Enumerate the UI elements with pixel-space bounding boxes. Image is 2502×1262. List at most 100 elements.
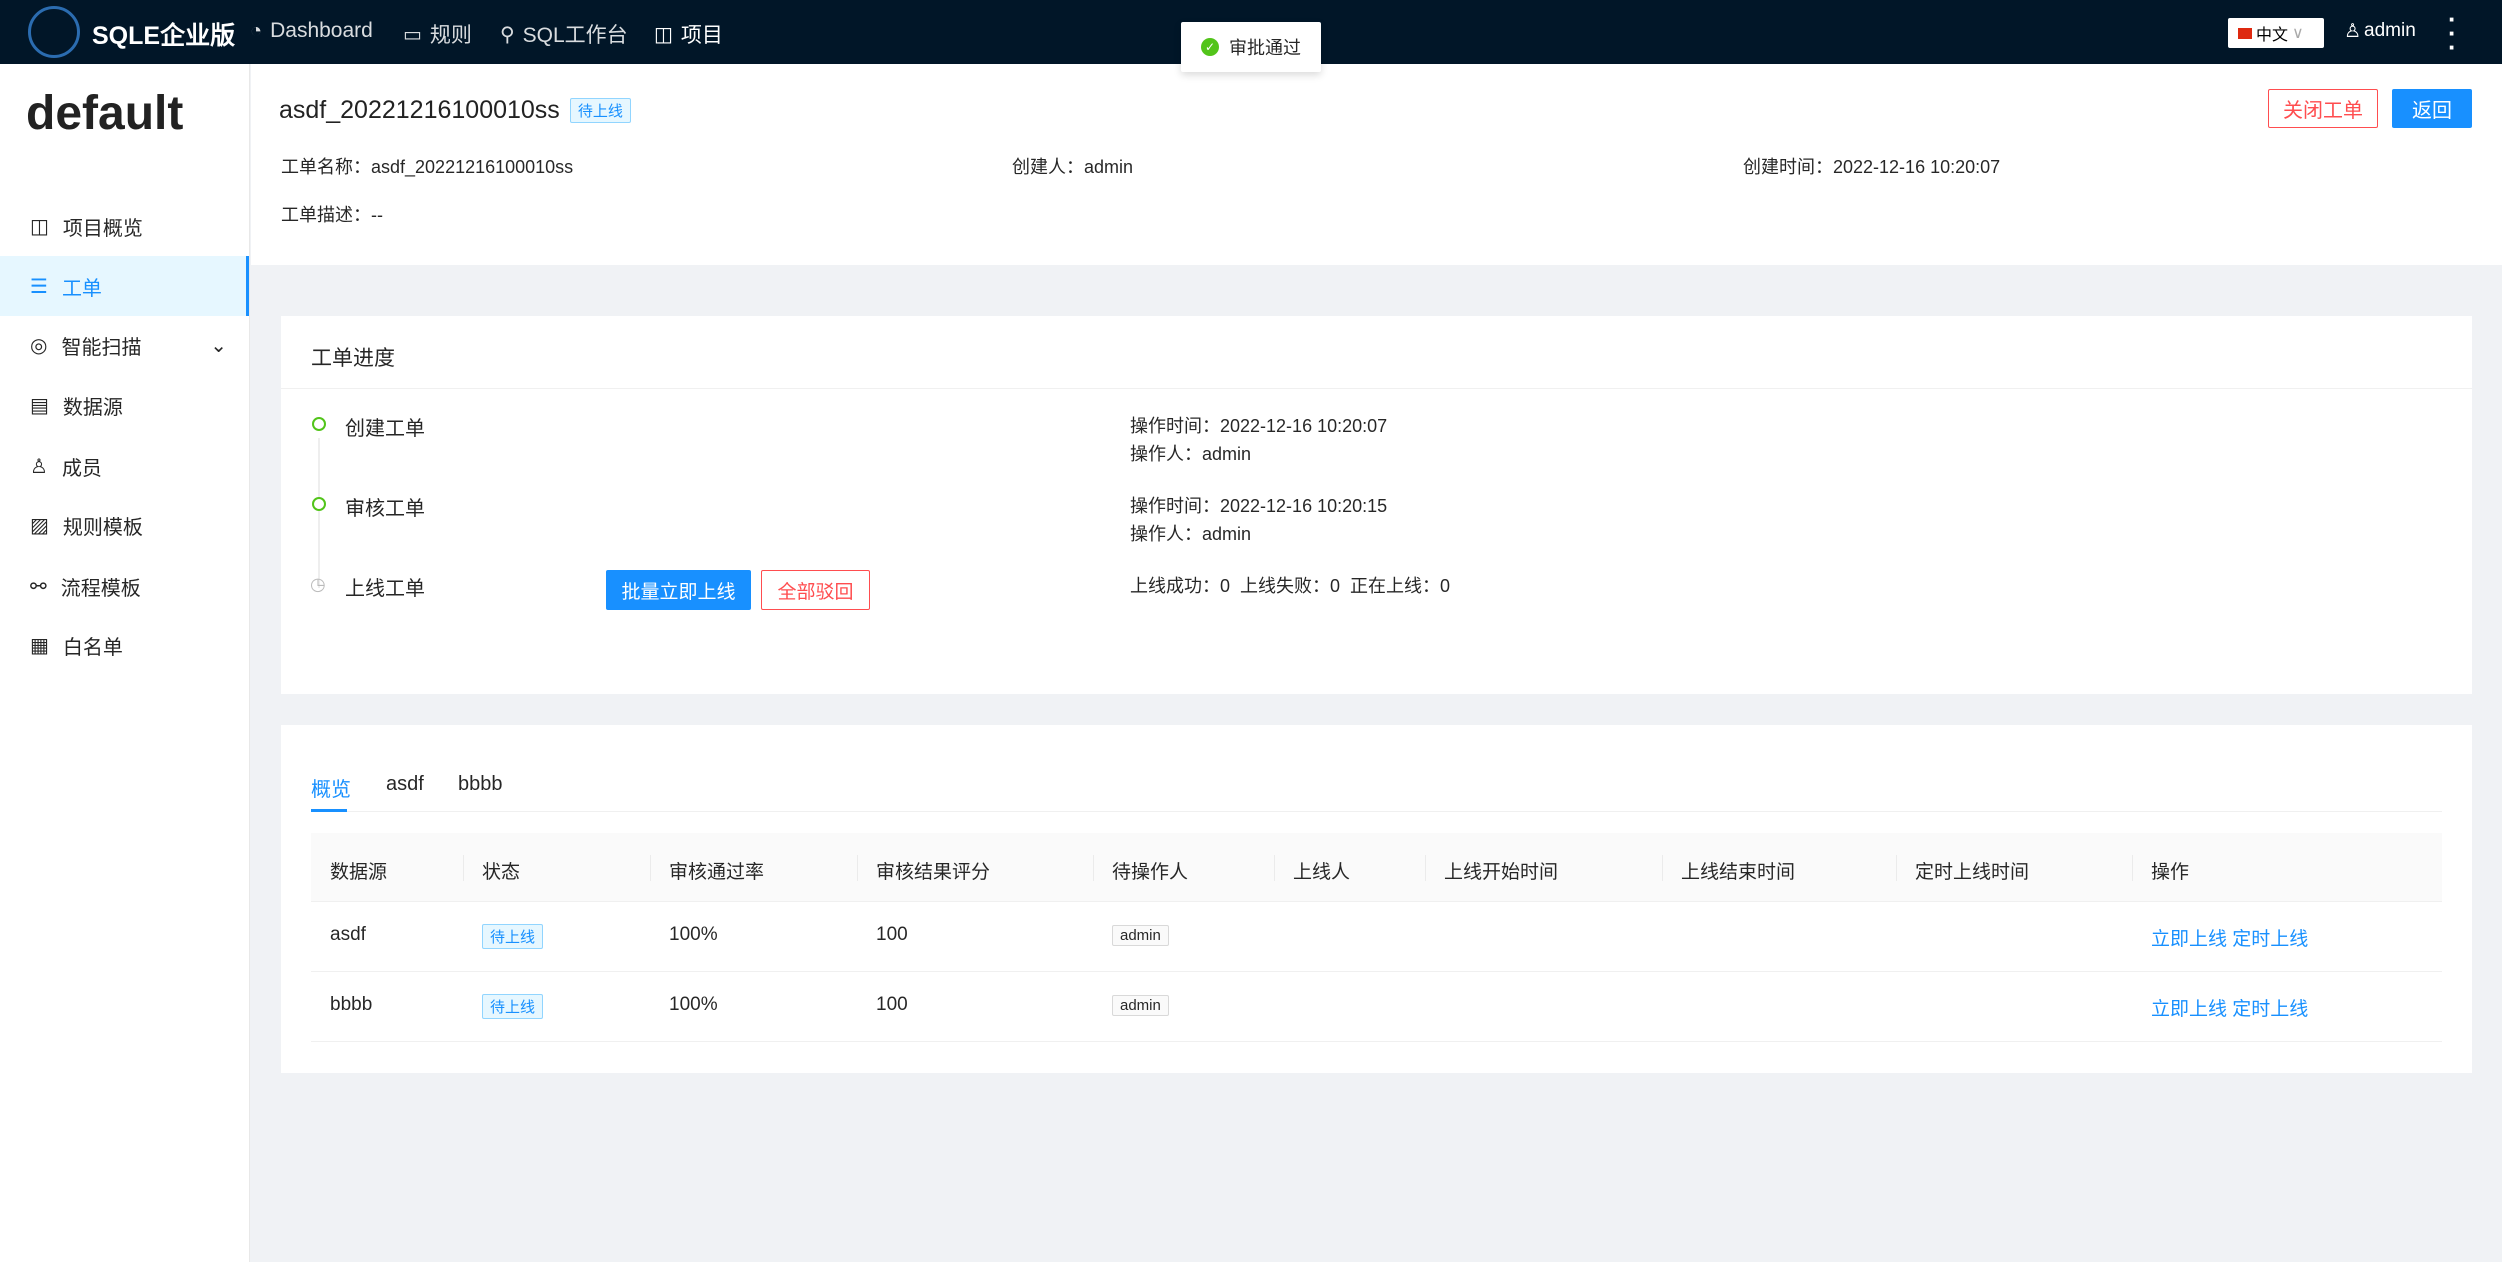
language-select[interactable]: 中文 ∨	[2228, 18, 2324, 48]
column-separator	[2132, 855, 2133, 881]
column-header: 审核通过率	[669, 862, 765, 883]
toast-message: ✓ 审批通过	[1181, 22, 1321, 72]
column-header: 上线开始时间	[1444, 862, 1559, 883]
check-circle-icon: ✓	[1201, 38, 1219, 56]
reject-all-button[interactable]: 全部驳回	[761, 570, 870, 610]
back-button[interactable]: 返回	[2392, 89, 2472, 128]
sidebar: default ◫ 项目概览 ☰ 工单 ◎ 智能扫描 ⌄ ▤ 数据源 ♙ 成员 ▨ 规则模板 …	[0, 64, 250, 1262]
sidebar-item-members[interactable]: ♙ 成员	[0, 436, 249, 496]
launch-now-link[interactable]: 立即上线	[2151, 999, 2228, 1020]
progress-card: 工单进度 创建工单 操作时间：2022-12-16 10:20:07 操作人：ad…	[281, 316, 2472, 694]
field-value: --	[371, 205, 383, 225]
user-menu[interactable]: ♙ admin	[2344, 20, 2416, 43]
column-header: 定时上线时间	[1915, 862, 2030, 883]
sidebar-item-whitelist[interactable]: ▦ 白名单	[0, 615, 249, 675]
batch-launch-button[interactable]: 批量立即上线	[606, 570, 751, 610]
field-label: 工单名称：	[281, 157, 371, 177]
nav-label: 项目	[680, 24, 723, 47]
step-label: 审核工单	[345, 498, 425, 520]
table-cell: 待上线	[482, 994, 544, 1019]
created-time-field: 创建时间：2022-12-16 10:20:07	[1743, 153, 2000, 179]
field-label: 创建人：	[1012, 157, 1084, 177]
tab-asdf[interactable]: asdf	[386, 773, 424, 795]
close-order-button[interactable]: 关闭工单	[2268, 89, 2378, 128]
table-cell: asdf	[330, 924, 366, 946]
column-separator	[1896, 855, 1897, 881]
launch-now-link[interactable]: 立即上线	[2151, 929, 2228, 950]
project-icon: ◫	[654, 23, 673, 46]
sidebar-item-label: 项目概览	[62, 217, 143, 240]
table-cell: 立即上线 定时上线	[2151, 994, 2308, 1021]
sidebar-item-flow-templates[interactable]: ⚯ 流程模板	[0, 556, 249, 616]
china-flag-icon	[2238, 27, 2252, 39]
database-icon: ▤	[30, 394, 49, 417]
tab-overview[interactable]: 概览	[311, 779, 351, 801]
pass-rate-cell: 100%	[669, 994, 718, 1015]
sidebar-item-rule-templates[interactable]: ▨ 规则模板	[0, 495, 249, 555]
sidebar-item-label: 白名单	[62, 636, 123, 659]
sidebar-item-label: 流程模板	[60, 577, 141, 600]
nav-project[interactable]: ◫ 项目	[654, 19, 723, 49]
clock-icon: ◷	[310, 574, 326, 594]
tab-bbbb[interactable]: bbbb	[458, 773, 503, 795]
status-badge: 待上线	[482, 924, 544, 949]
step-label: 创建工单	[345, 418, 425, 440]
assignee-tag: admin	[1112, 995, 1169, 1016]
column-separator	[463, 855, 464, 881]
step-time: 操作时间：2022-12-16 10:20:15	[1130, 496, 1388, 516]
project-icon: ◫	[30, 215, 49, 238]
template-icon: ▨	[30, 514, 49, 537]
sidebar-item-label: 成员	[61, 457, 102, 480]
pass-rate-cell: 100%	[669, 924, 718, 945]
table-cell: 待上线	[482, 924, 544, 949]
nav-sql-workbench[interactable]: ⚲ SQL工作台	[500, 19, 628, 49]
column-separator	[1662, 855, 1663, 881]
sidebar-item-smart-scan[interactable]: ◎ 智能扫描 ⌄	[0, 315, 249, 375]
order-header: asdf_20221216100010ss 待上线 关闭工单 返回 工单名称： a…	[251, 64, 2502, 265]
field-label: 创建时间：	[1743, 157, 1833, 177]
step-info: 操作时间：2022-12-16 10:20:15 操作人：admin	[1130, 492, 1387, 548]
sidebar-item-datasource[interactable]: ▤ 数据源	[0, 375, 249, 435]
status-badge: 待上线	[482, 994, 544, 1019]
table-cell: 100%	[669, 994, 718, 1016]
step-operator: 操作人：admin	[1130, 524, 1252, 544]
column-header: 上线结束时间	[1681, 862, 1796, 883]
column-separator	[1274, 855, 1275, 881]
field-label: 工单描述：	[281, 205, 371, 225]
column-separator	[650, 855, 651, 881]
page-title: asdf_20221216100010ss	[279, 96, 560, 124]
language-label: 中文	[2256, 27, 2289, 44]
column-separator	[857, 855, 858, 881]
table-cell: 100	[876, 924, 908, 946]
datasource-cell: asdf	[330, 924, 366, 945]
chevron-down-icon: ⌄	[210, 334, 227, 357]
table-cell: 100%	[669, 924, 718, 946]
brand-name[interactable]: SQLE企业版	[92, 22, 236, 50]
column-header: 审核结果评分	[876, 862, 991, 883]
assignee-tag: admin	[1112, 925, 1169, 946]
nav-label: 规则	[429, 24, 472, 47]
nav-rules[interactable]: ▭ 规则	[403, 19, 472, 49]
schedule-launch-link[interactable]: 定时上线	[2232, 929, 2309, 950]
nav-dashboard[interactable]: ◔ Dashboard	[250, 19, 373, 43]
column-separator	[1425, 855, 1426, 881]
column-separator	[1093, 855, 1094, 881]
table-row: asdf 待上线 100% 100 admin 立即上线 定时上线	[311, 902, 2442, 972]
field-value: admin	[1084, 157, 1134, 177]
sidebar-item-orders[interactable]: ☰ 工单	[0, 256, 249, 316]
tabs-divider	[311, 811, 2442, 812]
datasource-card: 概览 asdf bbbb 数据源 状态 审核通过率 审核结果评分 待操作人 上线人 上线开始…	[281, 725, 2472, 1073]
description-field: 工单描述：--	[281, 201, 383, 227]
status-badge: 待上线	[569, 98, 631, 123]
step-info: 操作时间：2022-12-16 10:20:07 操作人：admin	[1130, 412, 1387, 468]
timeline-line	[318, 438, 320, 588]
column-header: 数据源	[330, 862, 388, 883]
timeline-dot-done	[312, 417, 326, 431]
sidebar-item-overview[interactable]: ◫ 项目概览	[0, 196, 249, 256]
divider	[281, 388, 2472, 389]
sidebar-item-label: 规则模板	[62, 516, 143, 539]
launch-summary: 上线成功：0 上线失败：0 正在上线：0	[1130, 576, 1451, 596]
schedule-launch-link[interactable]: 定时上线	[2232, 999, 2309, 1020]
sqle-logo[interactable]	[28, 6, 80, 58]
more-vertical-icon[interactable]: · · ·	[2448, 4, 2457, 62]
